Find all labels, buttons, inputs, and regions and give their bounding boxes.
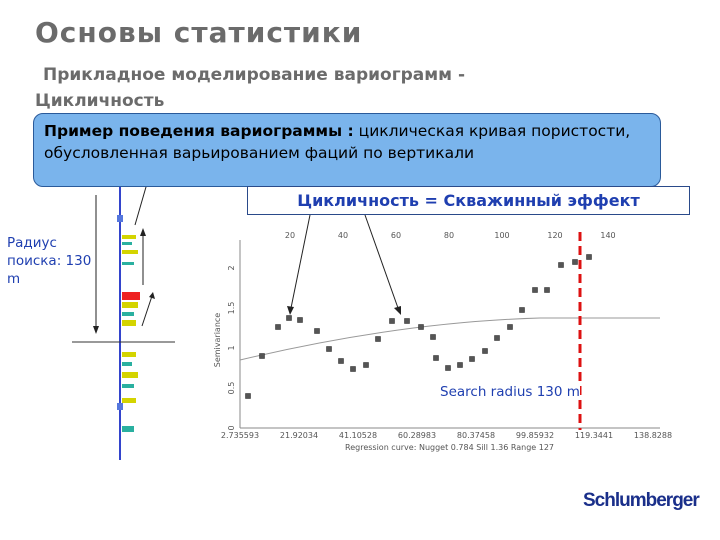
point <box>430 334 436 340</box>
bottom-tick-label: 60.28983 <box>398 431 436 440</box>
point <box>404 318 410 324</box>
subtitle: Прикладное моделирование вариограмм - Ци… <box>35 65 466 111</box>
point <box>350 366 356 372</box>
y-tick-label: 1.5 <box>227 302 236 315</box>
top-tick-label: 40 <box>338 231 348 240</box>
title: Основы статистики <box>35 16 363 49</box>
top-tick-label: 20 <box>285 231 295 240</box>
point <box>519 307 525 313</box>
point <box>544 287 550 293</box>
bottom-tick-label: 99.85932 <box>516 431 554 440</box>
point <box>494 335 500 341</box>
y-tick-label: 0 <box>227 425 236 430</box>
point <box>418 324 424 330</box>
callout: Пример поведения вариограммы : циклическ… <box>33 113 661 187</box>
bottom-tick-label: 138.8288 <box>634 431 672 440</box>
point <box>507 324 513 330</box>
point <box>375 336 381 342</box>
bottom-tick-label: 119.3441 <box>575 431 613 440</box>
bottom-tick-label: 2.735593 <box>221 431 259 440</box>
point <box>245 393 251 399</box>
point <box>586 254 592 260</box>
callout-text: циклическая кривая пористости, обусловле… <box>44 122 631 162</box>
point <box>572 259 578 265</box>
regression-curve <box>239 317 660 361</box>
point <box>457 362 463 368</box>
point <box>326 346 332 352</box>
search-label: Search radius 130 m <box>440 384 580 400</box>
point <box>482 348 488 354</box>
point <box>445 365 451 371</box>
point <box>532 287 538 293</box>
effect-label: Цикличность = Скважинный эффект <box>247 186 690 215</box>
top-tick-label: 80 <box>444 231 454 240</box>
callout-bold: Пример поведения вариограммы : <box>44 122 354 140</box>
point <box>389 318 395 324</box>
point <box>275 324 281 330</box>
point <box>363 362 369 368</box>
y-tick-label: 0.5 <box>227 382 236 395</box>
bottom-tick-label: 80.37458 <box>457 431 495 440</box>
radius-label: Радиус поиска: 130 m <box>7 235 92 287</box>
y-tick-label: 2 <box>227 265 236 270</box>
top-tick-label: 100 <box>494 231 509 240</box>
point <box>297 317 303 323</box>
point <box>286 315 292 321</box>
top-tick-label: 120 <box>547 231 562 240</box>
y-tick-label: 1 <box>227 345 236 350</box>
top-tick-label: 140 <box>600 231 615 240</box>
top-tick-label: 60 <box>391 231 401 240</box>
bottom-tick-label: 41.10528 <box>339 431 377 440</box>
point <box>433 355 439 361</box>
bottom-tick-label: 21.92034 <box>280 431 318 440</box>
point <box>558 262 564 268</box>
point <box>338 358 344 364</box>
point <box>314 328 320 334</box>
logo: Schlumberger <box>583 490 700 511</box>
chart-footer: Regression curve: Nugget 0.784 Sill 1.36… <box>345 443 554 452</box>
log-curve <box>117 215 140 432</box>
point <box>469 356 475 362</box>
points <box>245 254 592 399</box>
point <box>259 353 265 359</box>
y-axis-title: Semivariance <box>213 313 222 368</box>
